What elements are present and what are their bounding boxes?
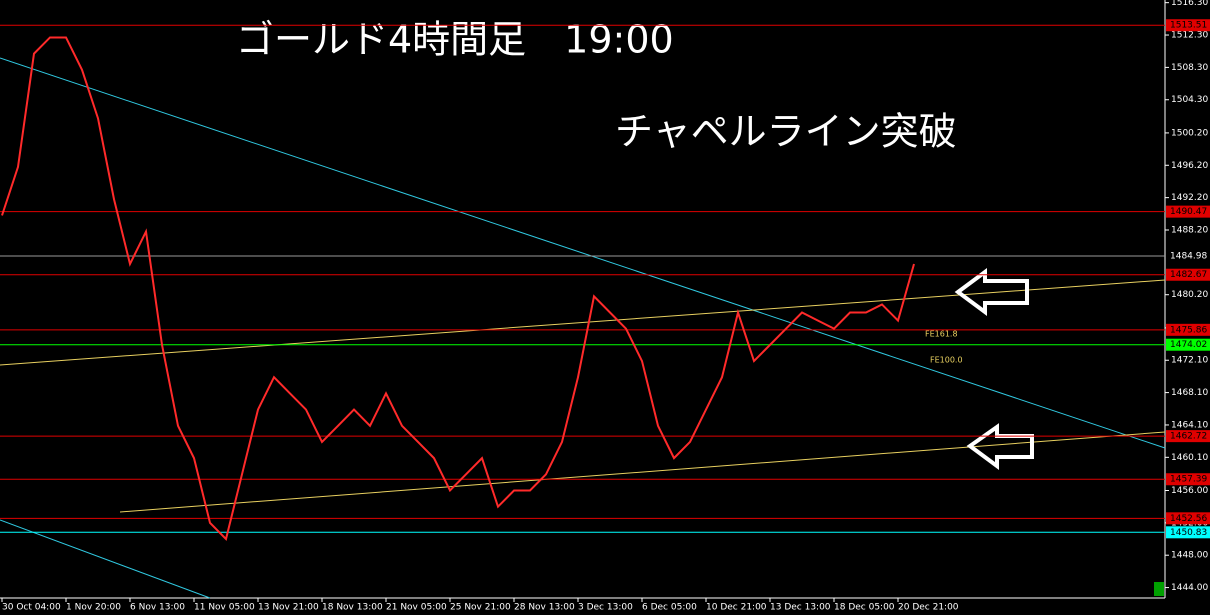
x-tick-label: 3 Dec 13:00 [578, 603, 633, 613]
y-tick-label: 1464.10 [1171, 420, 1208, 430]
x-tick-label: 1 Nov 20:00 [66, 603, 121, 613]
level-box [1166, 526, 1210, 539]
x-tick-label: 6 Nov 13:00 [130, 603, 185, 613]
y-tick-label: 1512.30 [1171, 31, 1208, 41]
price-line [1, 36, 915, 541]
y-tick-label: 1500.20 [1171, 128, 1208, 138]
y-tick-label: 1472.10 [1171, 356, 1208, 366]
level-box [1166, 430, 1210, 443]
trend-line [119, 431, 1166, 513]
level-label: 1457.39 [1170, 475, 1207, 485]
level-box [1166, 473, 1210, 486]
arrow [954, 268, 1029, 316]
y-tick-label: 1492.20 [1171, 193, 1208, 203]
y-tick-label: 1488.20 [1171, 225, 1208, 235]
trend-line [0, 57, 1166, 449]
annotation: チャペルライン突破 [615, 110, 957, 154]
x-tick-label: 13 Dec 13:00 [770, 603, 831, 613]
level-label: 1513.51 [1170, 21, 1207, 31]
trend-line [0, 519, 211, 599]
level-box [1166, 268, 1210, 281]
x-tick-label: 25 Nov 21:00 [450, 603, 511, 613]
y-tick-label: 1456.00 [1171, 486, 1208, 496]
y-tick-label: 1508.30 [1171, 63, 1208, 73]
x-tick-label: 13 Nov 21:00 [258, 603, 319, 613]
arrow [966, 423, 1034, 470]
level-label: 1474.02 [1170, 340, 1207, 350]
x-tick-label: 21 Nov 05:00 [386, 603, 447, 613]
level-box [1166, 19, 1210, 32]
level-box [1166, 323, 1210, 336]
x-tick-label: 18 Nov 13:00 [322, 603, 383, 613]
indicator-box [1154, 582, 1164, 596]
x-tick-label: 11 Nov 05:00 [194, 603, 255, 613]
x-tick-label: 30 Oct 04:00 [2, 603, 61, 613]
level-box [1166, 512, 1210, 525]
x-tick-label: 20 Dec 21:00 [898, 603, 959, 613]
level-label: 1482.67 [1170, 270, 1207, 280]
level-label: 1450.83 [1170, 528, 1207, 538]
x-tick-label: 6 Dec 05:00 [642, 603, 697, 613]
y-tick-label: 1516.30 [1171, 0, 1208, 8]
chart-title: ゴールド4時間足 19:00 [236, 18, 674, 62]
level-box [1166, 250, 1210, 263]
y-tick-label: 1504.30 [1171, 95, 1208, 105]
level-label: 1475.86 [1170, 325, 1207, 335]
y-tick-label: 1496.20 [1171, 161, 1208, 171]
y-tick-label: 1444.00 [1171, 583, 1208, 593]
level-label: 1484.98 [1170, 252, 1207, 262]
level-label: 1490.47 [1170, 207, 1207, 217]
y-tick-label: 1468.10 [1171, 388, 1208, 398]
x-tick-label: 28 Nov 13:00 [514, 603, 575, 613]
trend-line [0, 279, 1166, 366]
x-tick-label: 10 Dec 21:00 [706, 603, 767, 613]
fib-label: FE100.0 [930, 356, 963, 365]
level-label: 1462.72 [1170, 432, 1207, 442]
fib-label: FE161.8 [925, 330, 958, 339]
level-box [1166, 205, 1210, 218]
level-label: 1452.56 [1170, 514, 1207, 524]
y-tick-label: 1480.20 [1171, 290, 1208, 300]
y-tick-label: 1448.00 [1171, 551, 1208, 561]
x-tick-label: 18 Dec 05:00 [834, 603, 895, 613]
y-tick-label: 1460.10 [1171, 453, 1208, 463]
level-box [1166, 338, 1210, 351]
